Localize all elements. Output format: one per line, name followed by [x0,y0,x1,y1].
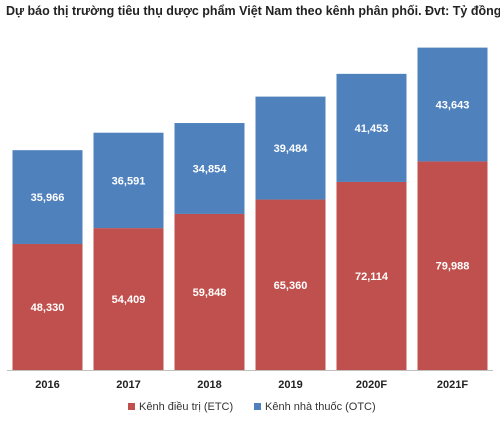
legend-label-otc: Kênh nhà thuốc (OTC) [265,401,376,413]
data-label-etc-2020F: 72,114 [355,271,389,283]
bar-segment-etc-2018 [174,213,245,370]
bar-segment-etc-2019 [255,199,326,370]
data-label-etc-2017: 54,409 [112,294,146,306]
legend-swatch-otc [254,403,261,410]
x-tick-label-2018: 2018 [197,379,221,391]
x-tick-label-2019: 2019 [278,379,302,391]
bar-segment-etc-2021F [417,161,488,370]
data-label-etc-2018: 59,848 [193,287,227,299]
bar-segment-otc-2021F [417,47,488,162]
legend: Kênh điều trị (ETC) Kênh nhà thuốc (OTC) [128,401,376,413]
legend-label-etc: Kênh điều trị (ETC) [139,401,233,413]
data-label-etc-2021F: 79,988 [436,261,470,273]
x-tick-label-2017: 2017 [116,379,140,391]
bar-segment-etc-2017 [93,228,164,370]
bar-segment-etc-2016 [12,243,83,370]
legend-swatch-etc [128,403,135,410]
data-label-otc-2018: 34,854 [193,163,228,175]
data-label-otc-2020F: 41,453 [355,123,389,135]
bar-segment-otc-2019 [255,96,326,200]
data-label-etc-2016: 48,330 [31,302,65,314]
data-label-otc-2016: 35,966 [31,192,65,204]
data-label-otc-2021F: 43,643 [436,100,470,112]
bars-group: 48,330 35,966 54,409 36,591 59,848 34,854 65,3… [12,47,488,370]
bar-segment-otc-2018 [174,123,245,214]
bar-segment-otc-2020F [336,73,407,182]
chart-title: Dự báo thị trường tiêu thụ dược phẩm Việ… [6,4,500,18]
x-tick-label-2021F: 2021F [437,379,468,391]
bar-segment-etc-2020F [336,181,407,370]
x-tick-label-2020F: 2020F [356,379,387,391]
data-label-etc-2019: 65,360 [274,280,308,292]
bar-segment-otc-2017 [93,132,164,229]
bar-segment-otc-2016 [12,150,83,244]
data-label-otc-2017: 36,591 [112,175,146,187]
x-tick-label-2016: 2016 [35,379,59,391]
data-label-otc-2019: 39,484 [274,143,309,155]
x-tick-labels: 2016 2017 2018 2019 2020F 2021F [35,379,468,391]
